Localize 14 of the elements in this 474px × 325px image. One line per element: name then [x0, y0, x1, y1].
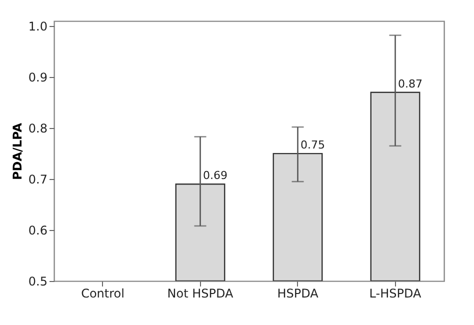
data-label: 0.69	[203, 169, 228, 182]
y-tick-label: 0.7	[28, 172, 48, 187]
x-tick-label: L-HSPDA	[369, 286, 422, 300]
y-axis-title: PDA/LPA	[10, 122, 24, 180]
y-tick-label: 0.8	[28, 122, 48, 136]
y-tick-label: 0.9	[28, 70, 48, 85]
x-tick-label: HSPDA	[277, 286, 320, 300]
data-label: 0.87	[398, 77, 422, 90]
y-tick-label: 0.5	[28, 274, 48, 288]
y-tick-label: 1.0	[28, 20, 48, 34]
y-tick-label: 0.6	[28, 224, 48, 238]
data-label: 0.75	[300, 138, 325, 152]
x-tick-label: Control	[81, 286, 124, 300]
x-tick-label: Not HSPDA	[167, 286, 234, 300]
